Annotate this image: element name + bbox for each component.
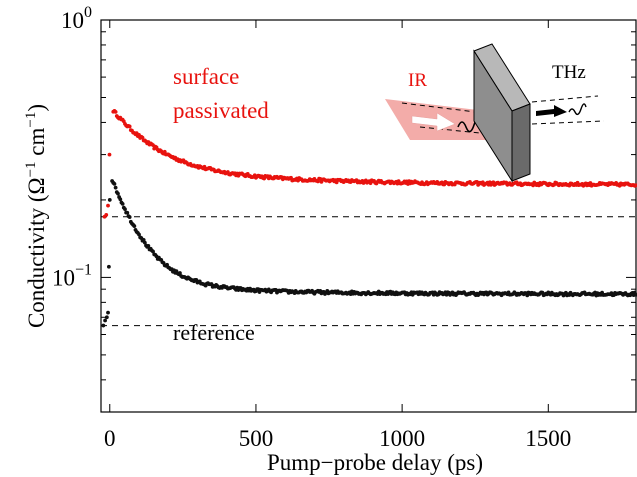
label-thz: THz	[552, 62, 586, 83]
x-tick-label-0: 0	[104, 426, 116, 451]
data-point	[132, 224, 137, 228]
thz-dash-top	[531, 95, 599, 103]
data-point	[123, 207, 127, 211]
label-reference: reference	[173, 320, 255, 345]
x-tick-label-2: 1000	[379, 426, 425, 451]
x-axis-label: Pump−probe delay (ps)	[267, 450, 483, 475]
data-point	[151, 249, 155, 254]
sample-slab-front	[473, 49, 513, 183]
y-axis-label: Conductivity (Ω−1 cm−1)	[23, 104, 49, 328]
data-point	[104, 212, 109, 217]
data-point	[113, 109, 118, 114]
ir-arrow	[411, 112, 456, 132]
series-1	[101, 179, 637, 328]
data-point	[142, 240, 147, 245]
y-tick-label-0: 100	[61, 4, 92, 33]
label-surface-passivated-line1: surface	[173, 64, 239, 89]
data-point	[125, 210, 130, 215]
data-point	[107, 152, 112, 157]
thz-arrow	[536, 105, 567, 117]
data-point	[137, 232, 141, 237]
label-ir: IR	[408, 70, 427, 91]
data-point	[106, 264, 111, 269]
data-point	[120, 201, 125, 206]
label-surface-passivated-line2: passivated	[173, 98, 269, 123]
data-point	[112, 181, 117, 186]
sample-slab-side	[511, 103, 531, 182]
data-point	[634, 292, 637, 297]
data-point	[127, 215, 132, 219]
x-tick-label-3: 1500	[525, 426, 571, 451]
data-point	[103, 318, 107, 323]
data-point	[146, 244, 151, 248]
thz-wave-icon	[568, 103, 587, 116]
x-ticks: 0 500 1000 1500	[104, 20, 571, 451]
data-point	[140, 135, 145, 140]
data-points	[101, 108, 637, 328]
thz-dash-bottom	[531, 120, 605, 125]
data-point	[178, 271, 182, 275]
data-point	[118, 197, 123, 202]
data-point	[107, 198, 112, 202]
y-ticks: 100 10−1	[52, 4, 636, 381]
series-0	[102, 108, 637, 219]
data-point	[634, 183, 637, 188]
data-point	[106, 310, 110, 315]
data-point	[104, 315, 109, 320]
plot-frame	[100, 19, 637, 413]
data-point	[113, 185, 118, 190]
data-point	[106, 203, 110, 208]
baseline-lines	[101, 216, 636, 327]
data-point	[116, 191, 120, 196]
inset-schematic: IR THz	[385, 43, 605, 183]
y-tick-label-1: 10−1	[52, 261, 92, 290]
x-tick-label-1: 500	[239, 426, 274, 451]
data-point	[127, 124, 132, 129]
data-point	[101, 323, 106, 328]
